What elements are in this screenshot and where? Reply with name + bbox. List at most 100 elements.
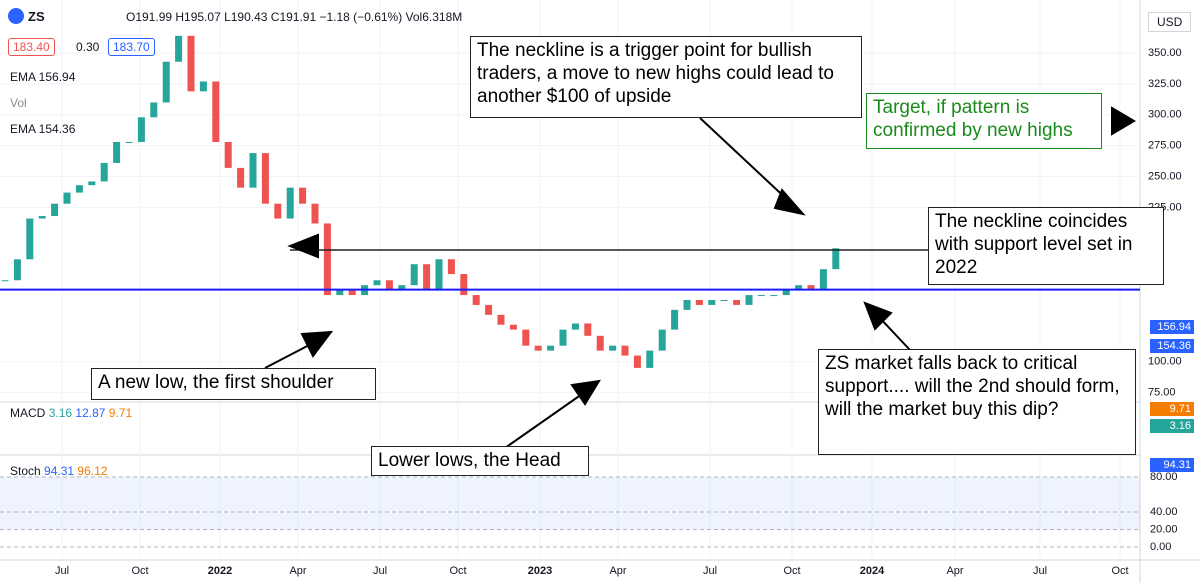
macd-legend: MACD 3.16 12.87 9.71 <box>10 406 132 420</box>
candle <box>249 153 257 188</box>
y-tick-label: 75.00 <box>1148 386 1176 398</box>
candle <box>336 290 344 296</box>
stoch-value: 94.31 <box>44 464 75 478</box>
candle <box>522 329 530 346</box>
candle <box>51 203 59 217</box>
candle <box>795 285 803 291</box>
ohlc: O191.99 H195.07 L190.43 C191.91 −1.18 (−… <box>126 10 463 24</box>
candle <box>447 259 455 275</box>
stoch-label: Stoch <box>10 464 41 478</box>
currency[interactable]: USD <box>1148 12 1192 32</box>
annotation: Target, if pattern is confirmed by new h… <box>866 93 1102 149</box>
stoch-legend: Stoch 94.31 96.12 <box>10 464 107 478</box>
x-tick-label: Oct <box>449 565 466 577</box>
candle <box>162 61 170 103</box>
x-tick-label: Apr <box>289 565 306 577</box>
candle <box>497 314 505 325</box>
candle <box>695 300 703 305</box>
arrow <box>504 391 586 449</box>
candle <box>1 280 9 282</box>
candle <box>832 248 840 270</box>
macd-value: 12.87 <box>75 406 106 420</box>
bid[interactable]: 183.40 <box>8 38 55 56</box>
x-tick-label: 2023 <box>528 565 552 577</box>
price-tag: 154.36 <box>1150 339 1194 353</box>
candle <box>534 345 542 351</box>
price-tag: 156.94 <box>1150 320 1194 334</box>
candle <box>757 295 765 297</box>
macd-value: 3.16 <box>48 406 73 420</box>
annotation: The neckline coincides with support leve… <box>928 207 1164 285</box>
x-tick-label: Oct <box>783 565 800 577</box>
candle <box>584 323 592 336</box>
y-tick-label: 300.00 <box>1148 109 1182 121</box>
candle <box>609 345 617 351</box>
candle <box>782 290 790 296</box>
arrow <box>264 341 316 369</box>
candle <box>807 285 815 291</box>
candle <box>274 203 282 219</box>
candle <box>323 223 331 296</box>
macd-label: MACD <box>10 406 46 420</box>
y-tick-label: 100.00 <box>1148 356 1182 368</box>
macd-tag: 9.71 <box>1150 402 1194 416</box>
symbol-text: ZS <box>28 9 45 24</box>
ask[interactable]: 183.70 <box>108 38 155 56</box>
candle <box>26 218 34 260</box>
candle <box>423 264 431 291</box>
candle <box>88 181 96 186</box>
annotation: A new low, the first shoulder <box>91 368 376 400</box>
stoch-tick-label: 40.00 <box>1150 506 1178 518</box>
candle <box>472 295 480 305</box>
vol-legend: Vol <box>10 96 27 110</box>
candle <box>212 81 220 142</box>
candle <box>311 203 319 224</box>
candle <box>547 345 555 351</box>
y-tick-label: 250.00 <box>1148 170 1182 182</box>
stoch-tick-label: 0.00 <box>1150 541 1171 553</box>
annotation: The neckline is a trigger point for bull… <box>470 36 862 118</box>
symbol: ZS <box>8 8 45 24</box>
x-tick-label: Jul <box>1033 565 1047 577</box>
candle <box>733 300 741 305</box>
candle <box>398 285 406 291</box>
candle <box>410 264 418 286</box>
candle <box>38 216 46 219</box>
x-tick-label: Oct <box>131 565 148 577</box>
y-tick-label: 275.00 <box>1148 140 1182 152</box>
candle <box>745 295 753 305</box>
candle <box>658 329 666 351</box>
x-tick-label: Jul <box>703 565 717 577</box>
candle <box>671 309 679 330</box>
candle <box>708 300 716 305</box>
candle <box>137 117 145 142</box>
candle <box>348 290 356 296</box>
candle <box>633 355 641 368</box>
stoch-tick-label: 80.00 <box>1150 471 1178 483</box>
candle <box>485 304 493 315</box>
x-tick-label: Oct <box>1111 565 1128 577</box>
arrowhead <box>300 330 334 358</box>
candle <box>286 187 294 219</box>
candle <box>199 81 207 92</box>
candle <box>237 167 245 188</box>
candle <box>63 192 71 204</box>
x-tick-label: Apr <box>609 565 626 577</box>
candle <box>509 324 517 330</box>
spread: 0.30 <box>76 40 100 54</box>
candle <box>373 280 381 286</box>
arrowhead <box>570 379 601 406</box>
candle <box>559 329 567 346</box>
ema-legend: EMA 154.36 <box>10 122 76 136</box>
candle <box>385 280 393 291</box>
candle <box>720 300 728 301</box>
annotation: Lower lows, the Head <box>371 446 589 476</box>
candle <box>113 141 121 163</box>
candle <box>646 350 654 368</box>
candle <box>150 102 158 118</box>
candle <box>770 295 778 297</box>
candle <box>819 269 827 291</box>
candle <box>100 162 108 182</box>
macd-value: 9.71 <box>108 406 133 420</box>
